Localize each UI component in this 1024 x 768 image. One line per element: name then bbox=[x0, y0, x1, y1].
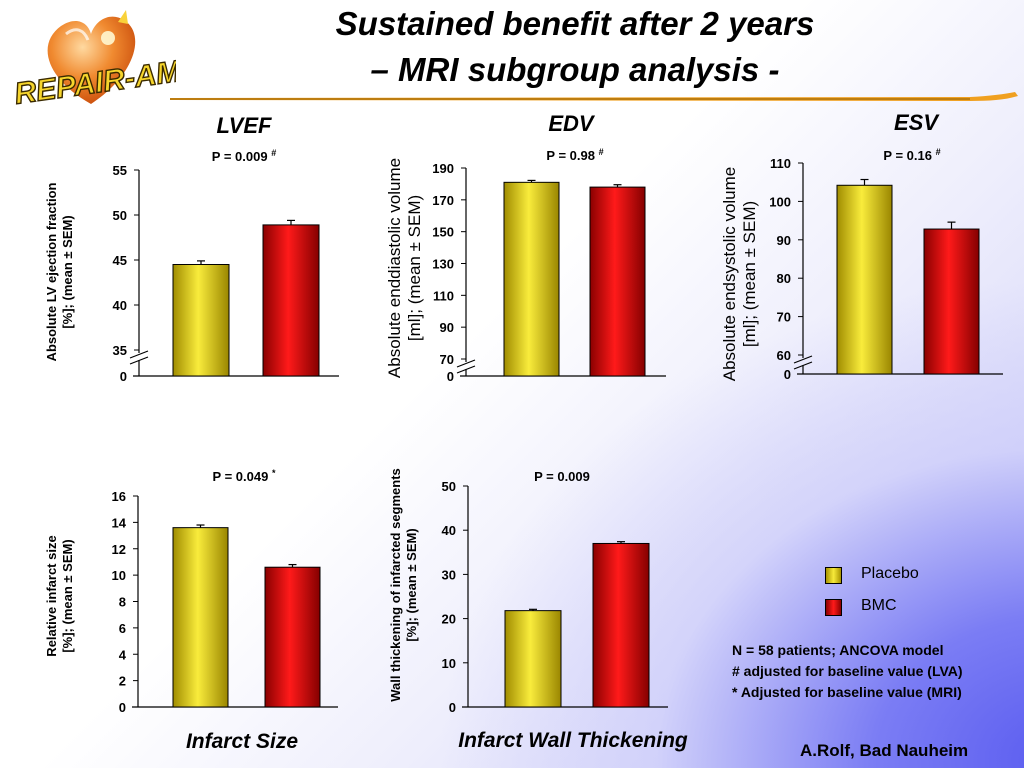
chart4-ytick-label-0: 0 bbox=[119, 700, 126, 715]
chart2-ytick-label-4: 130 bbox=[432, 257, 454, 272]
chart5-ytick-label-5: 50 bbox=[442, 479, 456, 494]
legend-swatch-bmc bbox=[825, 599, 842, 616]
chart2-ytick-label-2: 90 bbox=[440, 320, 454, 335]
footnote-2: # adjusted for baseline value (LVA) bbox=[732, 663, 963, 679]
chart4-bar-placebo bbox=[172, 527, 229, 708]
chart4-pvalue-mark: * bbox=[272, 468, 276, 478]
chart4-pvalue: P = 0.049 * bbox=[213, 468, 276, 484]
chart5-ytick-label-1: 10 bbox=[442, 656, 456, 671]
chart3-pvalue: P = 0.16 # bbox=[883, 147, 940, 163]
chart2-ylabel: Absolute enddiastolic volume[ml]; (mean … bbox=[385, 158, 424, 378]
chart4-ylabel-line2: [%]; (mean ± SEM) bbox=[60, 539, 75, 652]
chart4-ytick-label-2: 4 bbox=[119, 647, 127, 662]
chart1-ytick-label-4: 50 bbox=[113, 208, 127, 223]
chart3-ytick-label-1: 60 bbox=[777, 348, 791, 363]
footnote-1: N = 58 patients; ANCOVA model bbox=[732, 642, 944, 658]
chart1-axis-break-2 bbox=[129, 356, 149, 365]
chart1-ytick-label-2: 40 bbox=[113, 298, 127, 313]
chart4-title: Infarct Size bbox=[186, 730, 298, 753]
chart2-ylabel-line2: [ml]; (mean ± SEM) bbox=[405, 195, 424, 341]
chart3-axis-break-2 bbox=[793, 361, 813, 370]
chart2-axis-break-2 bbox=[456, 365, 476, 374]
chart1-pvalue-mark: # bbox=[271, 148, 276, 158]
chart1-ylabel-line2: [%]; (mean ± SEM) bbox=[60, 215, 75, 328]
legend-label-placebo: Placebo bbox=[861, 565, 919, 582]
chart1-bar-placebo bbox=[172, 264, 230, 377]
chart2-pvalue-mark: # bbox=[599, 147, 604, 157]
chart4-ytick-label-3: 6 bbox=[119, 621, 126, 636]
chart4-ytick-label-6: 12 bbox=[112, 542, 126, 557]
chart1-title: LVEF bbox=[216, 113, 272, 138]
chart1-ytick-label-5: 55 bbox=[113, 163, 127, 178]
chart3-ytick-label-5: 100 bbox=[769, 194, 791, 209]
repair-ami-logo: REPAIR-AMI bbox=[12, 10, 176, 112]
chart5-ytick-label-4: 40 bbox=[442, 523, 456, 538]
chart3-ytick-label-6: 110 bbox=[770, 156, 791, 171]
chart1-ytick-label-3: 45 bbox=[113, 253, 127, 268]
title-divider bbox=[170, 92, 1018, 101]
chart3-ytick-label-3: 80 bbox=[777, 271, 791, 286]
chart2-ytick-label-3: 110 bbox=[433, 288, 454, 303]
chart2-ytick-label-0: 0 bbox=[447, 369, 454, 384]
chart5-pvalue: P = 0.009 bbox=[534, 469, 590, 484]
chart3-pvalue-mark: # bbox=[936, 147, 941, 157]
slide-title-line2: – MRI subgroup analysis - bbox=[370, 51, 780, 88]
chart3-bar-placebo bbox=[836, 184, 893, 375]
footnotes: N = 58 patients; ANCOVA model # adjusted… bbox=[732, 640, 963, 703]
chart3-axis-break-1 bbox=[793, 355, 813, 364]
chart5-ylabel-line2: [%]; (mean ± SEM) bbox=[404, 528, 419, 641]
chart3-ytick-label-4: 90 bbox=[777, 233, 791, 248]
chart3-ylabel-line1: Absolute endsystolic volume bbox=[720, 167, 739, 382]
chart2-ytick-label-6: 170 bbox=[432, 193, 454, 208]
slide-title-line1: Sustained benefit after 2 years bbox=[335, 5, 815, 42]
chart1-axis-break-1 bbox=[129, 350, 149, 359]
chart1-bar-bmc bbox=[262, 224, 320, 377]
chart1-ylabel: Absolute LV ejection fraction[%]; (mean … bbox=[44, 182, 75, 361]
chart5-ytick-label-3: 30 bbox=[442, 567, 456, 582]
legend-swatch-placebo bbox=[825, 567, 842, 584]
chart3-ylabel: Absolute endsystolic volume[ml]; (mean ±… bbox=[720, 167, 759, 382]
legend-label-bmc: BMC bbox=[861, 597, 897, 614]
chart2-ylabel-line1: Absolute enddiastolic volume bbox=[385, 158, 404, 378]
chart4-ylabel-line1: Relative infarct size bbox=[44, 535, 59, 656]
chart5-ytick-label-0: 0 bbox=[449, 700, 456, 715]
chart2-title: EDV bbox=[548, 111, 596, 136]
chart4-ytick-label-8: 16 bbox=[112, 489, 126, 504]
chart1-ylabel-line1: Absolute LV ejection fraction bbox=[44, 182, 59, 361]
chart3-ytick-label-0: 0 bbox=[784, 367, 791, 382]
chart4-ytick-label-7: 14 bbox=[112, 515, 127, 530]
chart2-bar-bmc bbox=[589, 186, 646, 377]
chart2-ytick-label-5: 150 bbox=[432, 225, 454, 240]
chart2-bar-placebo bbox=[503, 181, 560, 377]
chart3-title: ESV bbox=[894, 110, 940, 135]
credit: A.Rolf, Bad Nauheim bbox=[800, 741, 969, 760]
chart5-ylabel-line1: Wall thickening of infarcted segments bbox=[388, 468, 403, 702]
chart3-ylabel-line2: [ml]; (mean ± SEM) bbox=[740, 201, 759, 347]
chart4-ytick-label-5: 10 bbox=[112, 568, 126, 583]
chart1-ytick-label-0: 0 bbox=[120, 369, 127, 384]
chart2-pvalue: P = 0.98 # bbox=[546, 147, 603, 163]
chart5-title: Infarct Wall Thickening bbox=[458, 729, 688, 752]
chart1-pvalue: P = 0.009 # bbox=[212, 148, 276, 164]
chart2-ytick-label-1: 70 bbox=[440, 352, 454, 367]
chart5-bar-placebo bbox=[504, 610, 562, 708]
chart4-ytick-label-4: 8 bbox=[119, 595, 126, 610]
chart2-axis-break-1 bbox=[456, 359, 476, 368]
chart2-ytick-label-7: 190 bbox=[432, 161, 454, 176]
chart4-ylabel: Relative infarct size[%]; (mean ± SEM) bbox=[44, 535, 75, 656]
chart4-ytick-label-1: 2 bbox=[119, 674, 126, 689]
chart3-bar-bmc bbox=[923, 228, 980, 375]
chart4-bar-bmc bbox=[264, 566, 321, 708]
chart5-bar-bmc bbox=[592, 542, 650, 708]
chart5-ytick-label-2: 20 bbox=[442, 612, 456, 627]
chart1-ytick-label-1: 35 bbox=[113, 343, 127, 358]
chart5-ylabel: Wall thickening of infarcted segments[%]… bbox=[388, 468, 419, 702]
footnote-3: * Adjusted for baseline value (MRI) bbox=[732, 684, 962, 700]
chart3-ytick-label-2: 70 bbox=[777, 310, 791, 325]
